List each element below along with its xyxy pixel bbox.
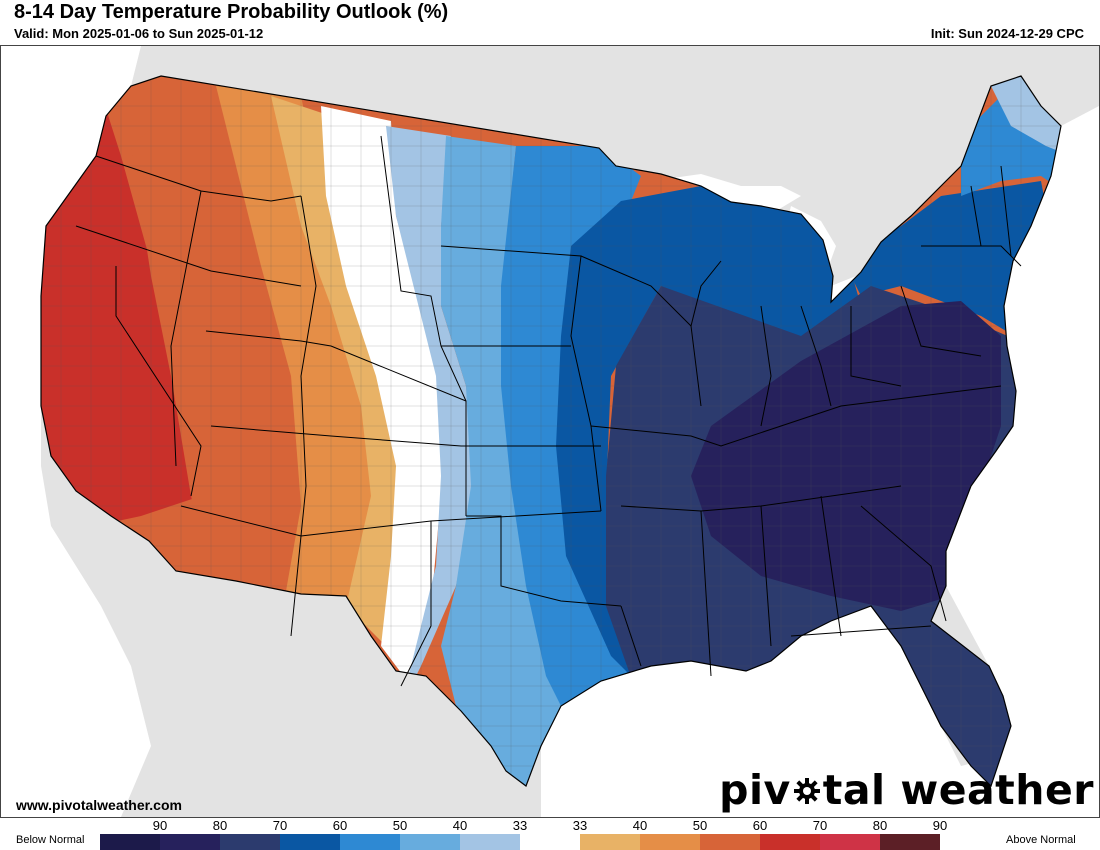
header: 8-14 Day Temperature Probability Outlook… [0, 0, 1100, 46]
legend-cell-below-60 [280, 834, 340, 850]
legend-cell-above-50 [640, 834, 700, 850]
legend-tick-above-80: 80 [872, 818, 888, 833]
legend-tick-above-40: 40 [632, 818, 648, 833]
gulf-of-mexico [541, 606, 961, 817]
legend-cell-below-40 [400, 834, 460, 850]
legend-cell-above-40 [580, 834, 640, 850]
map-panel[interactable] [0, 45, 1100, 818]
legend-cell-below-70 [220, 834, 280, 850]
band-high-plains-near-normal [321, 106, 441, 686]
valid-period: Valid: Mon 2025-01-06 to Sun 2025-01-12 [14, 26, 264, 41]
legend-tick-above-90: 90 [932, 818, 948, 833]
legend-tick-above-50: 50 [692, 818, 708, 833]
brand-logo: piv tal weather [719, 766, 1094, 814]
band-mississippi-below-60 [556, 186, 861, 706]
atlantic-ocean [946, 106, 1099, 817]
legend-tick-below-40: 40 [452, 818, 468, 833]
init-time: Init: Sun 2024-12-29 CPC [930, 26, 1084, 41]
map-canvas[interactable] [1, 46, 1099, 817]
page-title: 8-14 Day Temperature Probability Outlook… [14, 1, 449, 23]
color-legend: Below Normal 90 80 70 60 50 40 33 33 40 50 60 70 80 9… [0, 818, 1100, 850]
legend-tick-above-60: 60 [752, 818, 768, 833]
legend-cell-near-33 [520, 834, 580, 850]
legend-tick-below-60: 60 [332, 818, 348, 833]
legend-tick-near-33: 33 [572, 818, 588, 833]
band-southwest-above-60 [131, 86, 311, 606]
legend-cell-above-90 [880, 834, 940, 850]
legend-cell-below-90 [100, 834, 160, 850]
state-borders [75, 135, 1022, 687]
gear-icon [793, 778, 820, 804]
legend-tick-below-90: 90 [152, 818, 168, 833]
legend-tick-above-70: 70 [812, 818, 828, 833]
legend-cell-below-50 [340, 834, 400, 850]
band-plains-below-33 [386, 126, 476, 706]
legend-cell-below-33 [460, 834, 520, 850]
legend-above-normal-label: Above Normal [1006, 834, 1076, 846]
legend-below-normal-label: Below Normal [16, 834, 85, 846]
pacific-ocean [1, 46, 151, 817]
brand-logo-part2: tal weather [822, 766, 1094, 814]
legend-tick-below-70: 70 [272, 818, 288, 833]
legend-tick-below-33: 33 [512, 818, 528, 833]
website-label[interactable]: www.pivotalweather.com [16, 797, 182, 813]
legend-cell-above-80 [820, 834, 880, 850]
band-plains-below-40 [441, 136, 571, 786]
legend-tick-below-80: 80 [212, 818, 228, 833]
legend-cell-above-70 [760, 834, 820, 850]
legend-cell-below-80 [160, 834, 220, 850]
legend-cell-above-60 [700, 834, 760, 850]
brand-logo-part1: piv [719, 766, 791, 814]
legend-tick-below-50: 50 [392, 818, 408, 833]
band-southeast-below-80 [691, 301, 1001, 611]
